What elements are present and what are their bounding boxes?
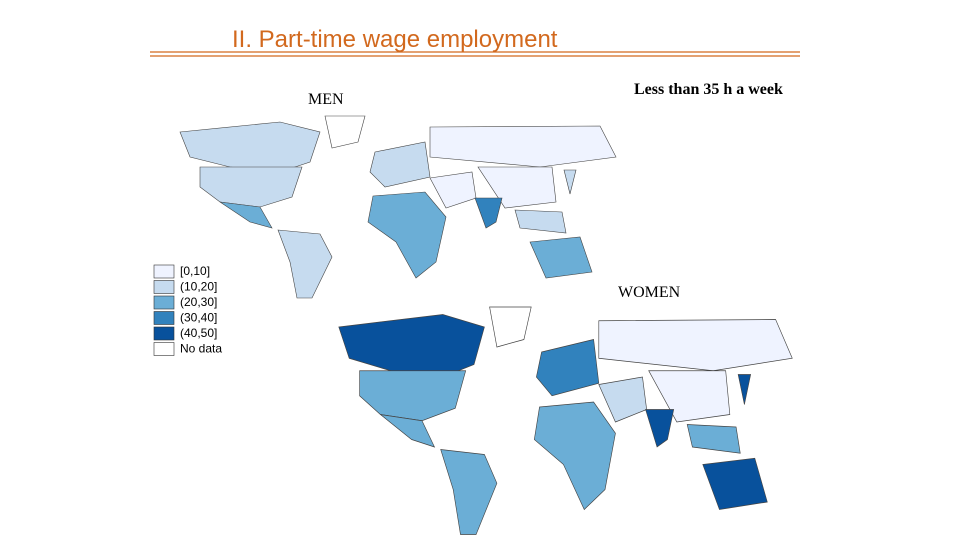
country-mexico bbox=[219, 201, 273, 229]
country-japan bbox=[737, 374, 752, 405]
country-greenland bbox=[324, 115, 366, 149]
country-europe bbox=[536, 339, 600, 397]
country-usa bbox=[359, 370, 467, 422]
country-s-america bbox=[277, 229, 333, 299]
legend-label: [0,10] bbox=[180, 264, 210, 278]
country-s-america bbox=[440, 449, 498, 535]
legend-label: (10,20] bbox=[180, 280, 217, 294]
map-label: MEN bbox=[308, 91, 344, 108]
legend-swatch bbox=[153, 280, 175, 294]
map-men bbox=[179, 115, 617, 299]
subtitle: Less than 35 h a week bbox=[634, 81, 783, 98]
country-se-asia bbox=[514, 209, 567, 234]
country-canada bbox=[179, 121, 321, 173]
country-mexico bbox=[380, 414, 436, 448]
slide-title: II. Part-time wage employment bbox=[232, 26, 558, 53]
country-russia bbox=[598, 319, 793, 372]
legend-swatch bbox=[153, 326, 175, 341]
country-se-asia bbox=[686, 424, 741, 454]
country-canada bbox=[338, 314, 485, 378]
legend-swatch bbox=[153, 264, 175, 279]
legend-label: (40,50] bbox=[180, 326, 217, 340]
country-usa bbox=[199, 166, 303, 208]
country-russia bbox=[429, 125, 617, 168]
legend-swatch bbox=[153, 311, 175, 325]
country-china bbox=[648, 370, 731, 423]
country-india bbox=[474, 197, 503, 229]
country-china bbox=[477, 166, 557, 209]
country-africa bbox=[533, 401, 616, 511]
country-australia bbox=[702, 457, 768, 510]
country-mid-east bbox=[598, 376, 647, 423]
legend-label: (30,40] bbox=[180, 311, 217, 325]
country-europe bbox=[369, 141, 431, 188]
country-india bbox=[645, 409, 675, 448]
country-australia bbox=[529, 236, 593, 279]
legend-swatch bbox=[153, 342, 175, 356]
country-mid-east bbox=[429, 171, 477, 209]
country-africa bbox=[367, 191, 447, 279]
country-japan bbox=[563, 169, 577, 195]
map-women bbox=[338, 306, 793, 535]
country-greenland bbox=[489, 306, 532, 348]
legend: [0,10] (10,20](20,30] (30,40](40,50] No dat… bbox=[152, 262, 232, 358]
legend-label: (20,30] bbox=[180, 295, 217, 309]
legend-swatch bbox=[153, 295, 175, 310]
legend-label: No data bbox=[180, 342, 222, 356]
map-label: WOMEN bbox=[618, 284, 681, 301]
